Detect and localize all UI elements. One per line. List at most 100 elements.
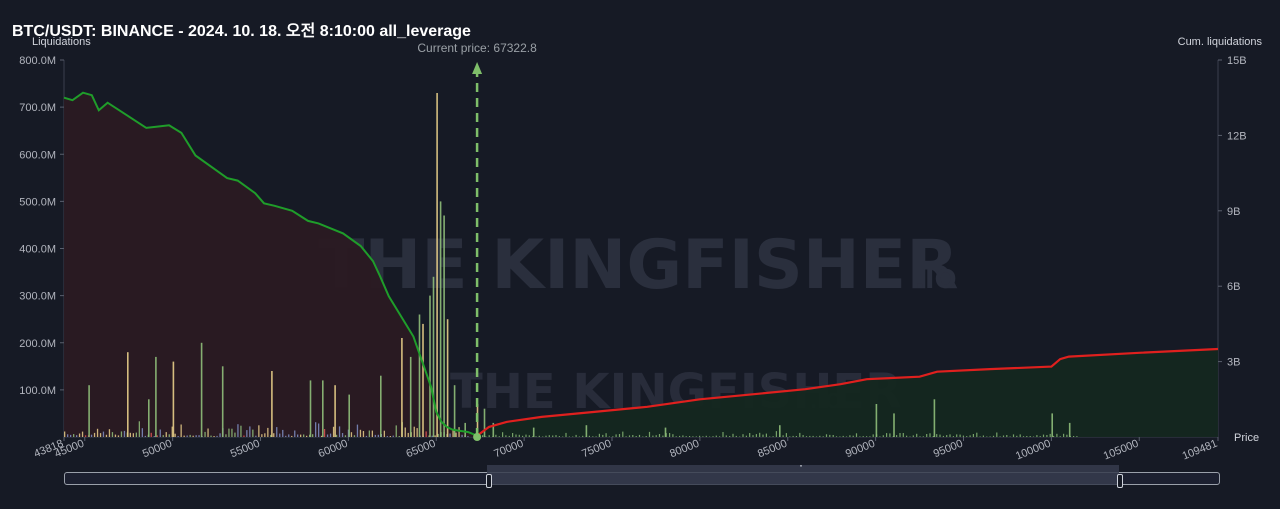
- liquidation-bar: [862, 436, 864, 437]
- liquidation-bar: [326, 434, 329, 437]
- liquidation-bar: [889, 433, 891, 437]
- liquidation-bar: [542, 436, 544, 437]
- liquidation-bar: [383, 430, 385, 437]
- liquidation-bar: [588, 435, 590, 437]
- liquidation-bar: [1056, 433, 1058, 437]
- liquidation-bar: [535, 436, 537, 437]
- liquidation-bar: [969, 435, 971, 437]
- liquidation-bar: [779, 425, 781, 437]
- liquidation-bar: [225, 434, 227, 437]
- liquidation-bar: [662, 435, 664, 437]
- liquidation-bar: [461, 434, 463, 437]
- y-right-tick-label: 15B: [1227, 55, 1247, 67]
- liquidation-bar: [552, 435, 554, 437]
- liquidation-bar: [111, 432, 114, 437]
- liquidation-bar: [792, 435, 794, 437]
- liquidation-bar: [832, 435, 834, 437]
- liquidation-bar: [1053, 435, 1055, 437]
- liquidation-bar: [1073, 436, 1075, 437]
- liquidation-bar: [568, 436, 570, 437]
- liquidation-bar: [200, 342, 203, 438]
- liquidation-bar: [799, 432, 801, 437]
- liquidation-bar: [632, 435, 634, 437]
- liquidation-bar: [168, 434, 170, 437]
- liquidation-bar: [525, 434, 527, 437]
- liquidation-bar: [392, 435, 394, 437]
- zoom-left-handle[interactable]: [486, 474, 492, 488]
- liquidation-bar: [102, 431, 105, 437]
- liquidation-bar: [926, 434, 928, 437]
- liquidation-bar: [88, 385, 90, 437]
- liquidation-bar: [243, 435, 245, 437]
- liquidation-bar: [802, 435, 804, 437]
- liquidation-bar: [309, 380, 312, 437]
- liquidation-bar: [172, 361, 175, 437]
- liquidation-bar: [742, 434, 744, 437]
- liquidation-bars: [64, 93, 1078, 438]
- liquidation-bar: [425, 431, 427, 437]
- liquidation-bar: [976, 432, 978, 437]
- liquidation-bar: [522, 435, 524, 437]
- liquidation-bar: [129, 432, 131, 437]
- y-left-tick-label: 400.0M: [19, 244, 56, 256]
- liquidation-bar: [602, 434, 604, 437]
- liquidation-bar: [952, 436, 954, 437]
- liquidation-bar: [505, 435, 507, 437]
- liquidation-bar: [78, 433, 81, 437]
- y-left-tick-label: 700.0M: [19, 102, 56, 114]
- liquidation-bar: [625, 436, 627, 437]
- liquidation-bar: [436, 93, 438, 437]
- liquidation-bar: [117, 435, 120, 437]
- liquidation-bar: [453, 385, 456, 437]
- liquidation-bar: [1022, 436, 1025, 437]
- liquidation-bar: [252, 429, 254, 437]
- liquidation-bar: [922, 436, 924, 437]
- liquidation-bar: [177, 436, 179, 437]
- liquidation-bar: [709, 436, 711, 437]
- liquidation-bar: [458, 427, 460, 437]
- liquidation-bar: [929, 433, 931, 437]
- liquidation-bar: [488, 435, 490, 437]
- liquidation-bar: [401, 338, 403, 437]
- liquidation-bar: [852, 435, 854, 437]
- liquidation-bar: [839, 436, 841, 437]
- liquidation-bar: [429, 295, 431, 437]
- liquidation-bar: [936, 434, 938, 437]
- liquidation-bar: [180, 424, 182, 437]
- liquidation-bar: [695, 436, 697, 437]
- liquidation-bar: [492, 422, 495, 437]
- liquidation-bar: [829, 434, 831, 437]
- liquidation-bar: [782, 435, 784, 437]
- cumulative-fills: [64, 92, 1219, 437]
- liquidation-bar: [348, 394, 350, 437]
- liquidation-bar: [219, 433, 221, 437]
- liquidation-bar: [949, 434, 951, 437]
- x-tick-label: 109481: [1181, 438, 1220, 463]
- liquidation-bar: [655, 435, 657, 437]
- liquidation-bar: [132, 433, 134, 437]
- zoom-grip-icon[interactable]: ''': [800, 465, 802, 472]
- liquidation-bar: [338, 426, 341, 437]
- chart-title: BTC/USDT: BINANCE - 2024. 10. 18. 오전 8:1…: [12, 23, 471, 40]
- liquidation-bar: [210, 435, 212, 437]
- liquidation-bar: [699, 435, 701, 437]
- liquidation-bar: [689, 436, 691, 437]
- liquidation-bar: [705, 435, 707, 437]
- zoom-right-handle[interactable]: [1117, 474, 1123, 488]
- liquidation-bar: [992, 435, 995, 437]
- liquidation-bar: [334, 385, 336, 437]
- liquidation-bar: [775, 431, 777, 437]
- liquidation-bar: [271, 371, 273, 437]
- liquidation-bar: [555, 435, 557, 437]
- short-cumulative-line: [63, 91, 478, 437]
- liquidation-bar: [371, 430, 373, 437]
- liquidation-bar: [959, 434, 961, 437]
- liquidation-bar: [144, 435, 146, 437]
- liquidation-bar: [365, 435, 368, 437]
- x-tick-label: 60000: [317, 438, 350, 461]
- liquidation-bar: [1002, 435, 1005, 437]
- zoom-selection[interactable]: [487, 465, 1119, 485]
- liquidation-bar: [273, 433, 275, 437]
- liquidation-bar: [1051, 413, 1053, 437]
- liquidation-bar: [548, 435, 550, 437]
